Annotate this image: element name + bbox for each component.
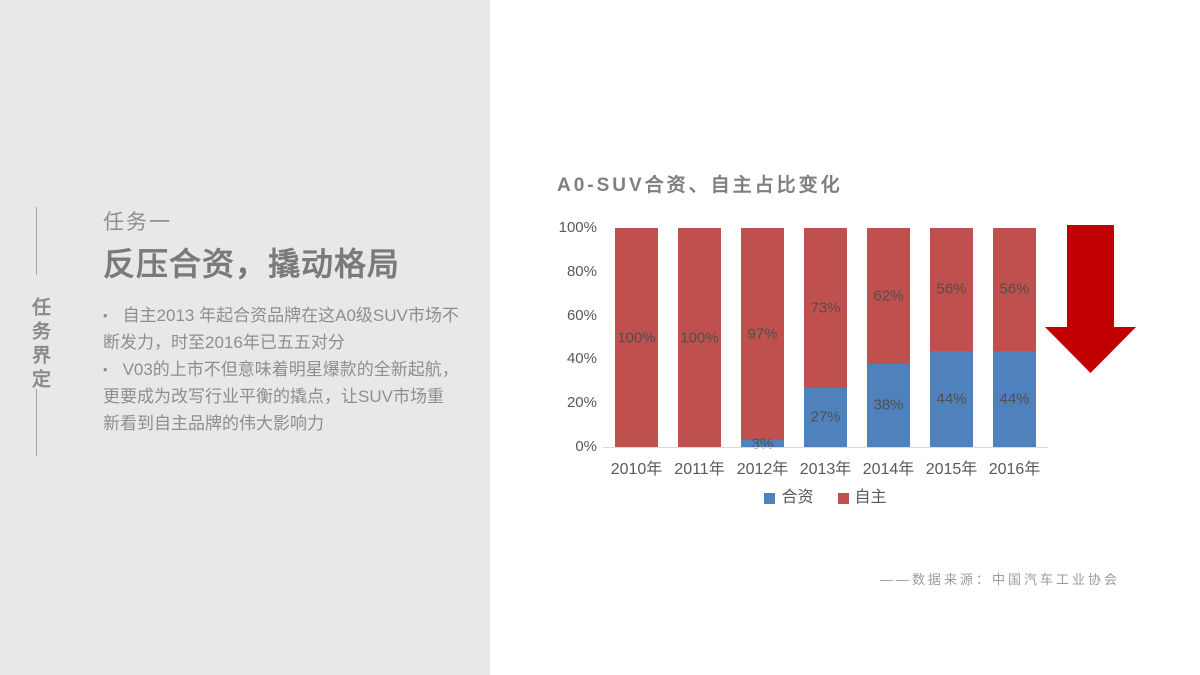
- bar-value-label: 3%: [751, 435, 774, 453]
- bullet-text: V03的上市不但意味着明星爆款的全新起航，更要成为改写行业平衡的撬点，让SUV市…: [103, 360, 459, 433]
- source-note: ——数据来源：中国汽车工业协会: [879, 572, 1120, 587]
- y-tick-label: 80%: [566, 262, 597, 280]
- x-tick-label: 2012年: [736, 461, 789, 478]
- bar-value-label: 100%: [617, 329, 656, 346]
- legend-label: 合资: [781, 489, 814, 506]
- bar-column: 56% 44% 2016年: [989, 228, 1040, 478]
- y-tick-label: 20%: [566, 394, 597, 412]
- bullet-item: • V03的上市不但意味着明星爆款的全新起航，更要成为改写行业平衡的撬点，让SUV…: [103, 356, 459, 437]
- section-title: 反压合资，撬动格局: [103, 246, 401, 282]
- vertical-divider-bottom: [36, 389, 37, 456]
- bar-value-label: 97%: [747, 325, 778, 343]
- bar-value-label: 56%: [999, 280, 1030, 298]
- sidebar-vertical-label: 任务界定: [29, 297, 50, 393]
- bullet-list: • 自主2013 年起合资品牌在这A0级SUV市场不断发力，时至2016年已五五对…: [103, 302, 459, 437]
- down-arrow-shape: [1045, 225, 1136, 373]
- bar-column: 100% 2010年: [611, 228, 662, 478]
- bullet-item: • 自主2013 年起合资品牌在这A0级SUV市场不断发力，时至2016年已五五对…: [103, 302, 459, 356]
- bar-column: 62% 38% 2014年: [863, 228, 914, 478]
- vertical-divider-top: [36, 207, 37, 275]
- bar-value-label: 44%: [936, 390, 967, 408]
- down-arrow-icon: [1045, 225, 1136, 373]
- x-tick-label: 2015年: [925, 461, 978, 478]
- bar-column: 73% 27% 2013年: [800, 228, 851, 478]
- bar-column: 56% 44% 2015年: [926, 228, 977, 478]
- sidebar-content: 任务一 反压合资，撬动格局 • 自主2013 年起合资品牌在这A0级SUV市场不断…: [103, 211, 459, 437]
- bar-segment-合资: 44%: [993, 350, 1036, 447]
- bar-column: 100% 2011年: [674, 228, 725, 478]
- chart-title: A0-SUV合资、自主占比变化: [557, 175, 843, 196]
- bar-segment-自主: 62%: [867, 228, 910, 364]
- bar-value-label: 38%: [873, 396, 904, 414]
- x-tick-label: 2010年: [610, 461, 663, 478]
- x-tick-label: 2016年: [988, 461, 1041, 478]
- sidebar-panel: 任务界定 任务一 反压合资，撬动格局 • 自主2013 年起合资品牌在这A0级SU…: [0, 0, 490, 675]
- plot-area: 100% 2010年 100% 2011年 97% 3% 2012年 73% 27% 2013年 6…: [611, 228, 1040, 478]
- bar-value-label: 73%: [810, 299, 841, 317]
- bar-segment-自主: 97%: [741, 228, 784, 441]
- legend-swatch: [837, 492, 849, 504]
- bar-column: 97% 3% 2012年: [737, 228, 788, 478]
- legend-swatch: [764, 492, 776, 504]
- chart-legend: 合资 自主: [615, 489, 1036, 507]
- bar-value-label: 44%: [999, 390, 1030, 408]
- x-axis-line: [603, 447, 1048, 448]
- y-tick-label: 40%: [566, 350, 597, 368]
- bar-value-label: 62%: [873, 287, 904, 305]
- bar-segment-合资: 38%: [867, 363, 910, 447]
- legend-item: 自主: [837, 489, 887, 507]
- bar-value-label: 27%: [810, 408, 841, 426]
- bar-segment-自主: 73%: [804, 228, 847, 388]
- bar-segment-自主: 56%: [930, 228, 973, 351]
- bullet-marker: •: [103, 362, 108, 377]
- legend-item: 合资: [764, 489, 814, 507]
- legend-label: 自主: [854, 489, 887, 506]
- bar-value-label: 56%: [936, 280, 967, 298]
- y-axis: 0% 20% 40% 60% 80% 100%: [538, 219, 597, 455]
- bar-segment-合资: 27%: [804, 387, 847, 447]
- x-tick-label: 2014年: [862, 461, 915, 478]
- x-tick-label: 2013年: [799, 461, 852, 478]
- bar-value-label: 100%: [680, 329, 719, 346]
- bullet-text: 自主2013 年起合资品牌在这A0级SUV市场不断发力，时至2016年已五五对分: [103, 306, 459, 352]
- bar-segment-自主: 100%: [678, 228, 721, 447]
- section-eyebrow: 任务一: [103, 211, 172, 234]
- bar-segment-自主: 56%: [993, 228, 1036, 351]
- bar-segment-合资: 3%: [741, 435, 784, 452]
- y-tick-label: 60%: [566, 306, 597, 324]
- y-tick-label: 100%: [558, 219, 597, 236]
- bar-segment-合资: 44%: [930, 350, 973, 447]
- x-tick-label: 2011年: [674, 461, 725, 478]
- bar-segment-自主: 100%: [615, 228, 658, 447]
- y-tick-label: 0%: [575, 438, 597, 455]
- bullet-marker: •: [103, 308, 108, 323]
